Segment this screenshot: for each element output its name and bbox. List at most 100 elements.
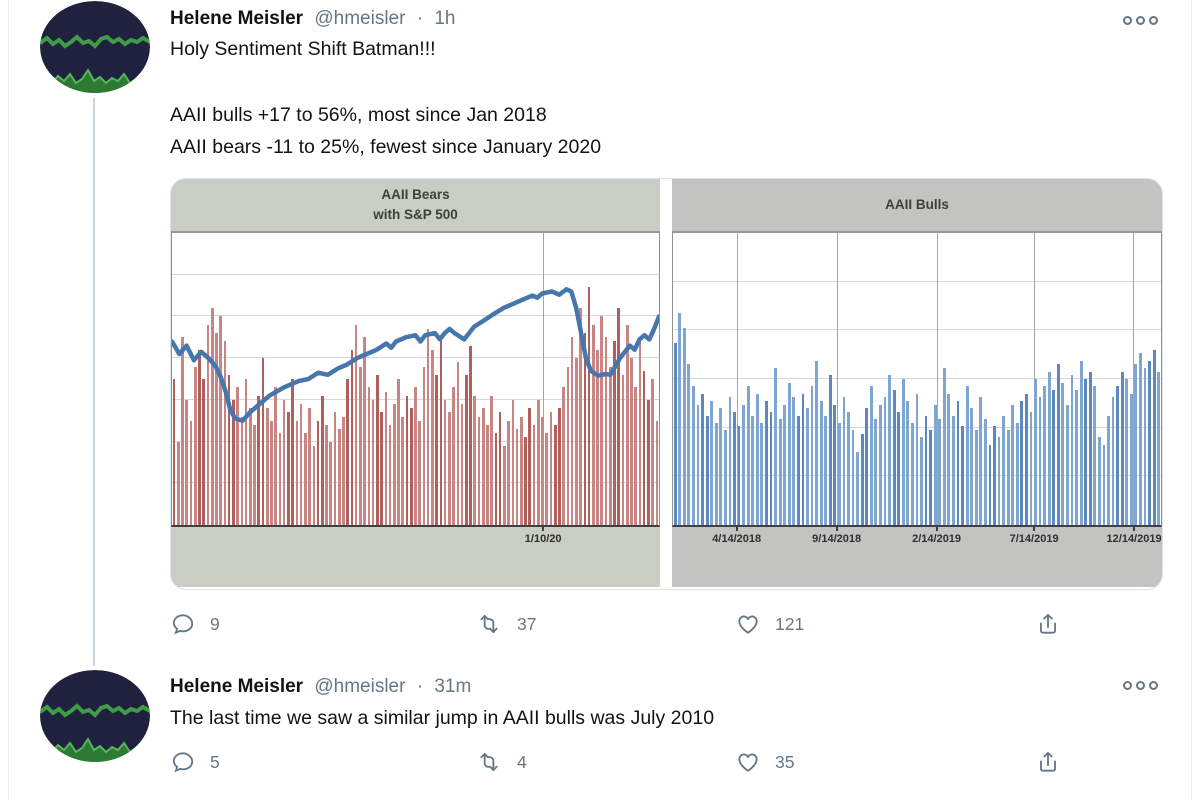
- bear-bar: [642, 370, 646, 525]
- bull-bar: [705, 415, 709, 525]
- tweet2-separator: ·: [416, 676, 424, 697]
- gridline-vertical: [836, 233, 838, 525]
- bear-bar: [545, 433, 549, 525]
- bear-bar: [528, 408, 532, 525]
- bull-bar: [1120, 371, 1124, 525]
- bear-bar: [384, 391, 388, 525]
- bull-bar: [860, 433, 864, 525]
- avatar[interactable]: [40, 1, 150, 93]
- bull-bar: [678, 313, 682, 525]
- tweet1-chart-image[interactable]: AAII Bears with S&P 500 1/10/20 AAII Bul…: [170, 178, 1163, 590]
- tweet2-reply-count: 5: [210, 751, 220, 772]
- bear-bar: [244, 379, 248, 525]
- bear-bar: [575, 358, 578, 525]
- bear-bar: [397, 379, 400, 525]
- bull-bar: [774, 368, 777, 525]
- bear-bar: [232, 399, 235, 525]
- tweet2-reply-button[interactable]: 5: [170, 749, 220, 775]
- x-axis-label: 2/14/2019: [912, 533, 962, 545]
- bull-bar: [673, 342, 677, 525]
- tweet1-share-button[interactable]: [1035, 611, 1061, 637]
- bear-bar: [541, 416, 544, 525]
- bear-bar: [320, 395, 324, 525]
- bull-bar: [915, 393, 919, 525]
- tweet1-more-button[interactable]: [1123, 16, 1158, 25]
- bear-bar: [498, 412, 502, 525]
- bulls-panel-title: AAII Bulls: [671, 179, 1162, 233]
- bull-bar: [682, 327, 686, 525]
- tweet1-like-button[interactable]: 121: [735, 611, 804, 637]
- dot-icon: [1136, 681, 1145, 690]
- bear-bar: [193, 366, 197, 525]
- bull-bar: [993, 426, 996, 525]
- tweet1-author-handle[interactable]: @hmeisler: [314, 8, 406, 29]
- bear-bar: [337, 429, 341, 525]
- bull-bar: [728, 397, 732, 525]
- bull-bar: [1006, 430, 1010, 525]
- bull-bar: [942, 368, 946, 525]
- bear-bar: [439, 341, 443, 525]
- axis-tick: [935, 527, 938, 531]
- bulls-plot-area: [671, 233, 1162, 527]
- bear-bar: [600, 316, 604, 525]
- bull-bar: [1102, 444, 1106, 525]
- bull-bar: [961, 426, 964, 525]
- avatar[interactable]: [40, 670, 150, 762]
- bull-bar: [796, 415, 800, 525]
- bear-bar: [426, 328, 430, 525]
- bull-bar: [1034, 379, 1037, 525]
- retweet-icon: [480, 752, 498, 772]
- bear-bar: [486, 424, 489, 525]
- bull-bar: [1029, 411, 1033, 525]
- tweet2-retweet-button[interactable]: 4: [475, 749, 527, 775]
- tweet1-reply-button[interactable]: 9: [170, 611, 220, 637]
- bull-bar: [847, 411, 850, 525]
- bear-bar: [291, 379, 294, 525]
- tweet1-author-name[interactable]: Helene Meisler: [170, 8, 304, 29]
- bear-bar: [253, 424, 256, 525]
- bull-bar: [746, 386, 750, 525]
- bear-bar: [511, 399, 515, 525]
- heart-icon: [738, 615, 758, 634]
- bear-bar: [261, 358, 265, 525]
- bear-bar: [452, 387, 455, 525]
- tweet1-timestamp[interactable]: 1h: [434, 8, 456, 29]
- tweet2-like-button[interactable]: 35: [735, 749, 794, 775]
- tweet2-author-handle[interactable]: @hmeisler: [314, 676, 406, 697]
- bear-bar: [592, 324, 595, 525]
- bull-bar: [879, 404, 882, 525]
- bull-bar: [751, 415, 755, 525]
- bear-bar: [181, 337, 184, 525]
- bull-bar: [1116, 386, 1120, 525]
- bear-bar: [405, 395, 409, 525]
- dot-icon: [1123, 16, 1132, 25]
- gridline-vertical: [542, 233, 544, 525]
- bear-bar: [422, 366, 426, 525]
- bull-bar: [819, 400, 823, 525]
- bull-bar: [719, 408, 723, 525]
- bull-bar: [687, 364, 691, 525]
- bear-bar: [409, 408, 413, 525]
- tweet2-share-button[interactable]: [1035, 749, 1061, 775]
- bear-bar: [316, 420, 320, 525]
- bull-bar: [792, 397, 796, 525]
- bear-bar: [448, 412, 451, 525]
- bull-bar: [1134, 364, 1138, 525]
- tweet2-retweet-count: 4: [517, 751, 527, 772]
- bull-bar: [865, 408, 869, 525]
- tweet1-like-count: 121: [775, 613, 805, 634]
- bull-bar: [988, 444, 992, 525]
- tweet2-more-button[interactable]: [1123, 681, 1158, 690]
- bull-bar: [929, 430, 933, 525]
- dot-icon: [1149, 681, 1158, 690]
- bulls-panel: AAII Bulls 4/14/2018 9/14/2018 2/14/2019 7/…: [671, 179, 1162, 589]
- feed-right-border: [1191, 0, 1192, 800]
- tweet2-timestamp[interactable]: 31m: [434, 676, 472, 697]
- tweet2-author-name[interactable]: Helene Meisler: [170, 676, 304, 697]
- bear-bar: [215, 333, 218, 525]
- tweet1-retweet-button[interactable]: 37: [475, 611, 536, 637]
- bull-bar: [1056, 364, 1060, 525]
- bull-bar: [833, 404, 837, 525]
- bear-bar: [189, 420, 193, 525]
- x-axis-label: 9/14/2018: [812, 533, 862, 545]
